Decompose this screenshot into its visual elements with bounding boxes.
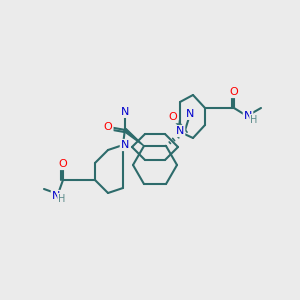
Text: O: O (58, 159, 68, 169)
Text: N: N (186, 109, 194, 119)
Text: O: O (230, 87, 238, 97)
Text: N: N (176, 126, 184, 136)
Text: H: H (250, 115, 258, 125)
Text: N: N (52, 191, 60, 201)
Text: N: N (244, 111, 252, 121)
Text: N: N (121, 107, 129, 117)
Text: H: H (58, 194, 66, 204)
Text: O: O (169, 112, 178, 122)
Text: N: N (121, 140, 129, 150)
Text: O: O (104, 122, 112, 132)
Polygon shape (124, 128, 144, 146)
